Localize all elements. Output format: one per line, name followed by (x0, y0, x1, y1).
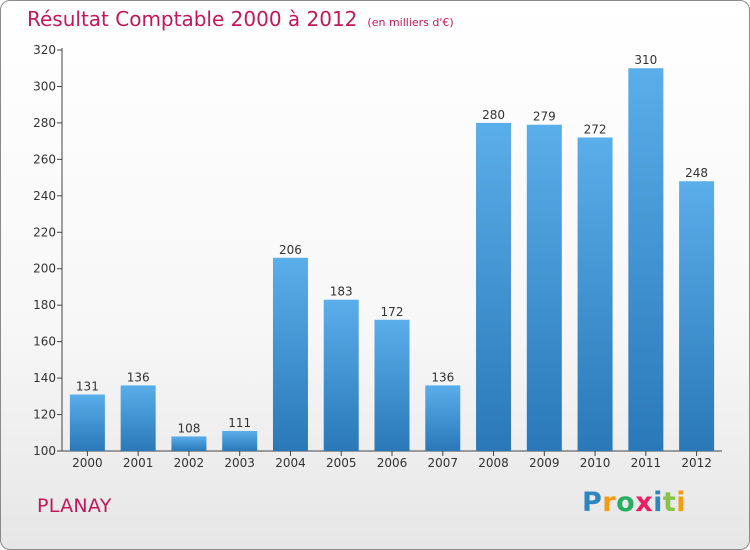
x-tick-label: 2000 (72, 456, 103, 470)
x-tick-label: 2004 (275, 456, 306, 470)
bar (374, 319, 410, 451)
data-label: 108 (177, 421, 200, 435)
logo-letter: i (676, 487, 687, 518)
data-label: 183 (330, 285, 353, 299)
y-tick-label: 240 (33, 189, 56, 203)
bar (526, 124, 562, 452)
data-label: 206 (279, 243, 302, 257)
x-tick-label: 2008 (478, 456, 509, 470)
proxiti-logo: Proxiti (582, 487, 686, 518)
logo-letter: r (602, 487, 617, 518)
data-label: 248 (685, 166, 708, 180)
commune-name: PLANAY (37, 495, 112, 517)
bar (272, 257, 308, 451)
data-label: 272 (584, 122, 607, 136)
bar (323, 299, 359, 451)
x-tick-label: 2005 (326, 456, 357, 470)
data-label: 136 (431, 370, 454, 384)
data-label: 131 (76, 379, 99, 393)
y-tick-label: 100 (33, 444, 56, 458)
y-tick-label: 140 (33, 371, 56, 385)
y-tick-label: 300 (33, 79, 56, 93)
bar (577, 137, 613, 451)
x-tick-label: 2002 (174, 456, 205, 470)
bar (120, 385, 156, 451)
data-label: 279 (533, 110, 556, 124)
bar (69, 394, 105, 451)
x-tick-label: 2001 (123, 456, 154, 470)
bar (222, 430, 258, 451)
x-tick-label: 2012 (681, 456, 712, 470)
y-tick-label: 220 (33, 225, 56, 239)
y-tick-label: 160 (33, 335, 56, 349)
logo-letter: t (662, 487, 677, 518)
y-tick-label: 260 (33, 152, 56, 166)
logo-letter: o (616, 487, 636, 518)
logo-letter: x (635, 487, 654, 518)
chart-subtitle: (en milliers d'€) (367, 16, 454, 29)
data-label: 310 (634, 53, 657, 67)
bar (425, 385, 461, 451)
logo-letter: P (582, 487, 603, 518)
bar (171, 436, 207, 451)
x-tick-label: 2009 (529, 456, 560, 470)
y-tick-label: 200 (33, 262, 56, 276)
x-tick-label: 2010 (580, 456, 611, 470)
data-label: 111 (228, 416, 251, 430)
data-label: 172 (381, 305, 404, 319)
x-tick-label: 2006 (377, 456, 408, 470)
bar (679, 181, 715, 451)
data-label: 136 (127, 370, 150, 384)
bar (628, 68, 664, 452)
y-tick-label: 320 (33, 43, 56, 57)
y-tick-label: 280 (33, 116, 56, 130)
x-tick-label: 2007 (427, 456, 458, 470)
bar (476, 122, 512, 451)
chart-title: Résultat Comptable 2000 à 2012 (27, 7, 358, 31)
logo-letter: i (653, 487, 663, 518)
x-tick-label: 2003 (224, 456, 255, 470)
y-tick-label: 120 (33, 408, 56, 422)
x-tick-label: 2011 (631, 456, 662, 470)
y-tick-label: 180 (33, 298, 56, 312)
data-label: 280 (482, 108, 505, 122)
chart-title-block: Résultat Comptable 2000 à 2012 (en millie… (27, 7, 454, 31)
